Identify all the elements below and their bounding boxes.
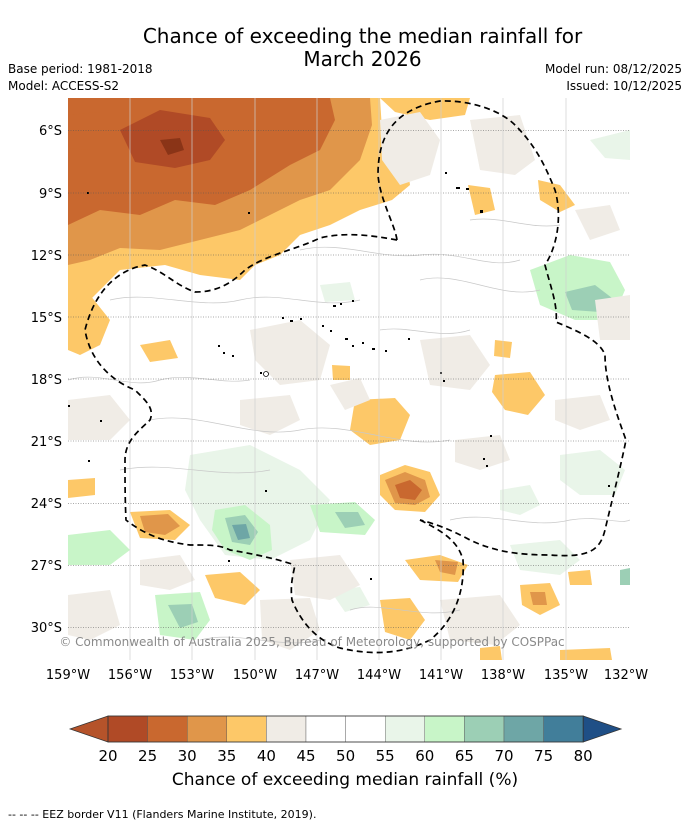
- lat-label: 15°S: [31, 311, 62, 326]
- graticule: [68, 130, 630, 628]
- lon-label: 153°W: [170, 668, 214, 683]
- colorbar-segment: [226, 715, 267, 743]
- model-run: Model run: 08/12/2025: [544, 62, 682, 76]
- eez-footnote: -- -- -- EEZ border V11 (Flanders Marine…: [8, 808, 317, 821]
- colorbar-tick-label: 25: [138, 747, 157, 765]
- colorbar-segment: [424, 715, 465, 743]
- lat-label: 6°S: [39, 124, 62, 139]
- lon-label: 150°W: [233, 668, 277, 683]
- colorbar: 20 25 30 35 40 45 50 55 60 65 70 75 80: [68, 715, 623, 765]
- colorbar-segment: [305, 715, 346, 743]
- lat-label: 21°S: [31, 435, 62, 450]
- colorbar-tick-label: 35: [217, 747, 236, 765]
- lon-label: 147°W: [295, 668, 339, 683]
- lat-labels: 6°S 9°S 12°S 15°S 18°S 21°S 24°S 27°S 30…: [31, 124, 62, 636]
- colorbar-tick-label: 65: [455, 747, 474, 765]
- colorbar-extension-high: [582, 715, 623, 743]
- colorbar-tick-label: 45: [296, 747, 315, 765]
- base-period: Base period: 1981-2018: [8, 62, 153, 76]
- colorbar-segment: [385, 715, 426, 743]
- eez-border: [84, 100, 627, 654]
- colorbar-frame: [107, 715, 584, 743]
- colorbar-segment: [503, 715, 544, 743]
- colorbar-tick-label: 50: [336, 747, 355, 765]
- meridians: [129, 98, 567, 660]
- colorbar-tick-label: 30: [178, 747, 197, 765]
- colorbar-segment: [107, 715, 148, 743]
- lon-label: 156°W: [108, 668, 152, 683]
- lat-label: 12°S: [31, 249, 62, 264]
- lat-label: 27°S: [31, 559, 62, 574]
- colorbar-tick-label: 55: [376, 747, 395, 765]
- lon-label: 132°W: [604, 668, 648, 683]
- colorbar-segment: [464, 715, 505, 743]
- lon-label: 159°W: [46, 668, 90, 683]
- colorbar-tick-label: 60: [415, 747, 434, 765]
- lon-labels: 159°W 156°W 153°W 150°W 147°W 144°W 141°…: [46, 668, 648, 683]
- lat-label: 30°S: [31, 621, 62, 636]
- colorbar-extension-low: [68, 715, 109, 743]
- map-title-line2: March 2026: [303, 47, 422, 71]
- colorbar-segment: [147, 715, 188, 743]
- lon-label: 138°W: [481, 668, 525, 683]
- colorbar-segment: [345, 715, 386, 743]
- model-name: Model: ACCESS-S2: [8, 79, 120, 93]
- colorbar-segment: [186, 715, 227, 743]
- colorbar-tick-label: 40: [257, 747, 276, 765]
- colorbar-tick-label: 20: [98, 747, 117, 765]
- colorbar-title: Chance of exceeding median rainfall (%): [171, 770, 519, 790]
- issued-date: Issued: 10/12/2025: [566, 79, 682, 93]
- lon-label: 135°W: [544, 668, 588, 683]
- lon-label: 141°W: [419, 668, 463, 683]
- copyright-notice: © Commonwealth of Australia 2025, Bureau…: [59, 635, 564, 649]
- lat-label: 24°S: [31, 497, 62, 512]
- colorbar-tick-label: 80: [574, 747, 593, 765]
- map-title-line1: Chance of exceeding the median rainfall …: [142, 24, 583, 48]
- colorbar-segment: [543, 715, 584, 743]
- colorbar-tick-label: 75: [534, 747, 553, 765]
- colorbar-tick-label: 70: [494, 747, 513, 765]
- lon-label: 144°W: [357, 668, 401, 683]
- colorbar-segment: [266, 715, 307, 743]
- rainfall-fields: [68, 98, 630, 660]
- lat-label: 18°S: [31, 373, 62, 388]
- lat-label: 9°S: [39, 187, 62, 202]
